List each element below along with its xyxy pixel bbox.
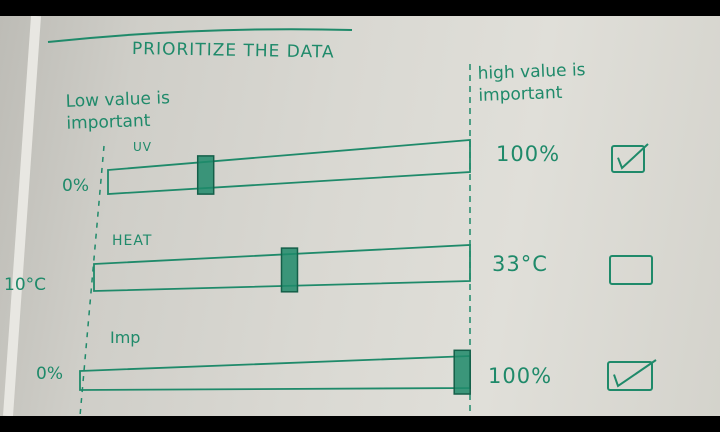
slider-heat-checkbox: [609, 255, 653, 285]
slider-uv-knob: [196, 155, 215, 195]
slider-uv-min: 0%: [62, 176, 89, 196]
whiteboard-photo: PRIORITIZE THE DATA Low value is importa…: [0, 16, 720, 416]
slider-imp-track: [79, 355, 471, 391]
slider-uv-checkmark: [617, 143, 649, 170]
page-title: PRIORITIZE THE DATA: [131, 39, 335, 63]
slider-imp-checkmark: [613, 359, 657, 388]
paper-edge: [3, 16, 41, 416]
low-guide-line: [79, 145, 105, 416]
slider-imp-checkbox: [607, 361, 653, 391]
slider-uv-track: [107, 139, 471, 195]
slider-heat-knob: [280, 247, 299, 293]
slider-heat-max: 33°C: [492, 252, 548, 276]
slider-imp-label: Imp: [110, 328, 141, 347]
low-note-line-2: important: [66, 110, 151, 134]
slider-imp-max: 100%: [488, 364, 553, 388]
high-note-line-2: important: [478, 82, 563, 106]
high-value-note: high value is important: [477, 59, 586, 107]
slider-imp-min: 0%: [36, 364, 63, 384]
slider-uv-label: UV: [133, 140, 152, 154]
slider-heat-min: 10°C: [4, 275, 47, 295]
slider-heat-track: [93, 244, 471, 292]
low-note-line-1: Low value is: [65, 88, 171, 112]
slider-uv-max: 100%: [496, 142, 561, 166]
high-note-line-1: high value is: [477, 60, 586, 84]
sketch-drawing: [3, 16, 657, 416]
slider-uv-checkbox: [611, 145, 645, 173]
low-value-note: Low value is important: [65, 87, 171, 135]
slider-heat-label: HEAT: [112, 233, 153, 249]
title-underline: [47, 28, 353, 43]
slider-imp-knob: [453, 349, 471, 395]
